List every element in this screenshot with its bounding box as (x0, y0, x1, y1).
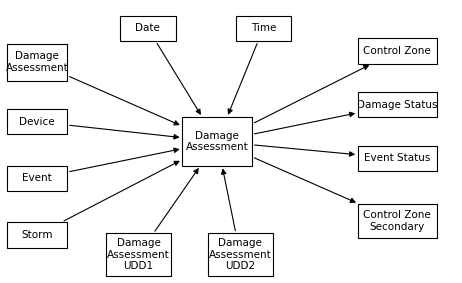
FancyBboxPatch shape (7, 222, 67, 248)
FancyBboxPatch shape (182, 117, 252, 166)
Text: Storm: Storm (21, 230, 53, 240)
Text: Control Zone: Control Zone (364, 46, 431, 56)
FancyBboxPatch shape (7, 44, 67, 81)
FancyBboxPatch shape (120, 16, 176, 41)
Text: Damage Status: Damage Status (357, 100, 438, 110)
FancyBboxPatch shape (106, 233, 171, 276)
Text: Damage
Assessment: Damage Assessment (6, 52, 68, 73)
FancyBboxPatch shape (358, 204, 437, 238)
FancyBboxPatch shape (236, 16, 291, 41)
FancyBboxPatch shape (358, 146, 437, 171)
FancyBboxPatch shape (7, 166, 67, 191)
Text: Event Status: Event Status (364, 153, 431, 164)
Text: Device: Device (19, 117, 55, 127)
Text: Control Zone
Secondary: Control Zone Secondary (364, 210, 431, 231)
Text: Damage
Assessment
UDD1: Damage Assessment UDD1 (107, 238, 170, 271)
Text: Time: Time (251, 23, 276, 33)
Text: Event: Event (22, 173, 52, 183)
Text: Damage
Assessment
UDD2: Damage Assessment UDD2 (209, 238, 272, 271)
FancyBboxPatch shape (7, 109, 67, 134)
Text: Damage
Assessment: Damage Assessment (186, 131, 249, 152)
Text: Date: Date (135, 23, 160, 33)
FancyBboxPatch shape (208, 233, 273, 276)
FancyBboxPatch shape (358, 92, 437, 117)
FancyBboxPatch shape (358, 38, 437, 64)
